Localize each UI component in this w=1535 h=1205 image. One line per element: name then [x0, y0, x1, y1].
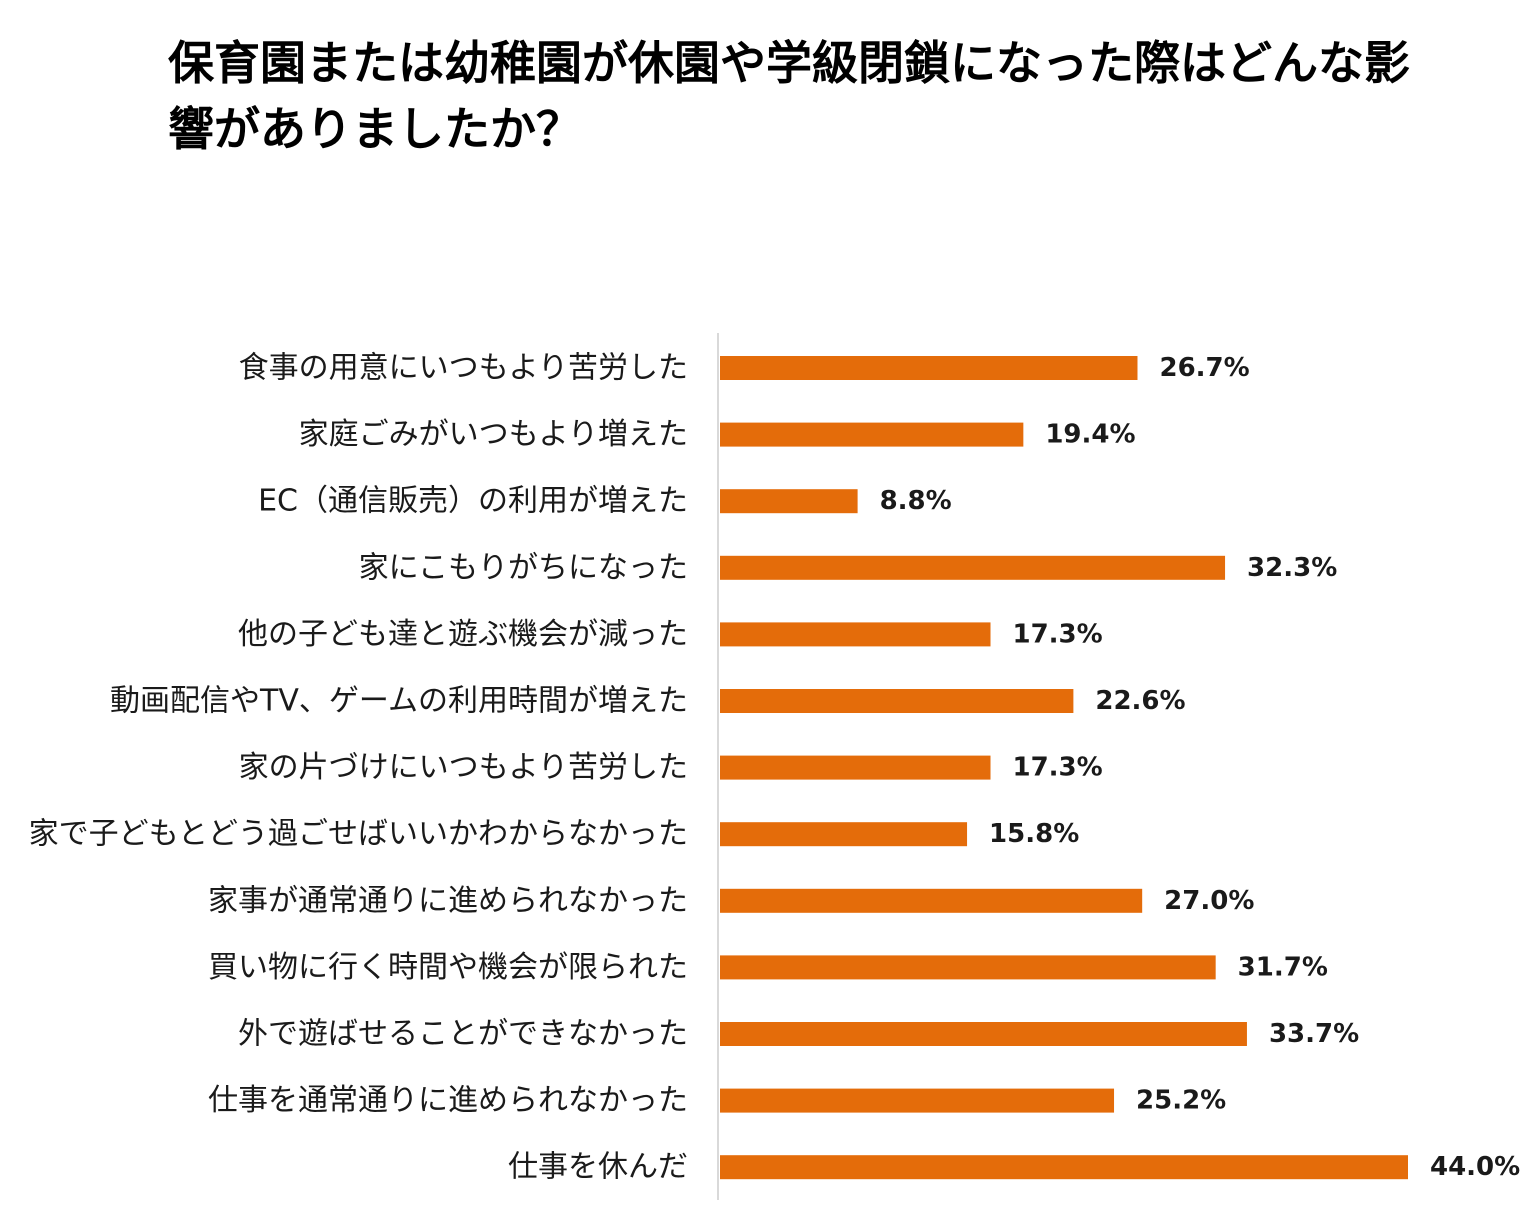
value-label: 17.3%: [1013, 753, 1103, 783]
value-label: 44.0%: [1430, 1152, 1520, 1182]
value-labels: 26.7% 19.4% 8.8% 32.3% 17.3% 22.6% 17.3% 15.8% 2…: [880, 353, 1521, 1182]
bar: [720, 888, 1143, 913]
chart-title: 保育園または幼稚園が休園や学級閉鎖になった際はどんな影響がありましたか？: [168, 36, 1410, 156]
bar: [720, 689, 1074, 713]
bar: [720, 1088, 1115, 1113]
category-label: 他の子ども達と遊ぶ機会が減った: [238, 617, 688, 652]
bar: [720, 755, 991, 780]
category-label: 仕事を休んだ: [508, 1150, 688, 1185]
value-label: 33.7%: [1269, 1019, 1359, 1049]
bars: [720, 356, 1408, 1180]
bar: [720, 555, 1226, 580]
category-label: 家で子どもとどう過ごせばいいかわからなかった: [29, 817, 688, 852]
category-label: 買い物に行く時間や機会が限られた: [208, 950, 688, 985]
value-label: 26.7%: [1159, 353, 1249, 383]
value-label: 15.8%: [989, 819, 1079, 849]
bar: [720, 955, 1216, 980]
category-label: 食事の用意にいつもより苦労した: [239, 351, 688, 386]
value-label: 27.0%: [1164, 886, 1254, 916]
value-label: 31.7%: [1238, 952, 1328, 982]
bar: [720, 822, 968, 847]
value-label: 32.3%: [1247, 553, 1337, 583]
bar: [720, 1022, 1247, 1046]
bar: [720, 1155, 1408, 1180]
category-label: 家の片づけにいつもより苦労した: [239, 750, 688, 785]
bar: [720, 489, 858, 514]
value-label: 22.6%: [1095, 686, 1185, 716]
category-label: 動画配信やTV、ゲームの利用時間が増えた: [110, 684, 688, 719]
category-label: 家事が通常通りに進められなかった: [208, 883, 688, 918]
value-label: 17.3%: [1013, 619, 1103, 649]
bar: [720, 422, 1024, 447]
category-label: EC（通信販売）の利用が増えた: [258, 484, 688, 519]
value-label: 19.4%: [1045, 420, 1135, 450]
value-label: 8.8%: [880, 486, 952, 516]
category-label: 家庭ごみがいつもより増えた: [299, 417, 688, 452]
category-label: 仕事を通常通りに進められなかった: [208, 1083, 688, 1118]
bar: [720, 622, 991, 647]
bar: [720, 356, 1138, 380]
category-label: 外で遊ばせることができなかった: [238, 1017, 688, 1052]
category-label: 家にこもりがちになった: [359, 550, 688, 585]
value-label: 25.2%: [1136, 1086, 1226, 1116]
